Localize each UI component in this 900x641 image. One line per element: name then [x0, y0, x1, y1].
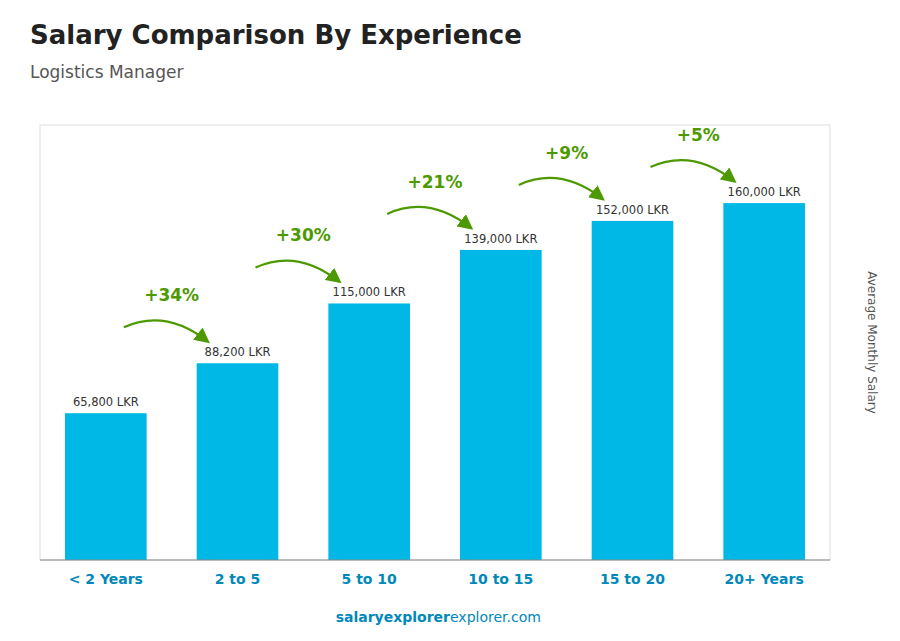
- data-label: 115,000 LKR: [333, 285, 406, 299]
- bar: [328, 303, 410, 560]
- bar: [197, 363, 279, 560]
- bar: [723, 203, 805, 560]
- x-tick-label: 5 to 10: [342, 571, 398, 587]
- annotation: +21%: [408, 172, 463, 192]
- bars: [65, 203, 805, 560]
- x-tick-label: 20+ Years: [725, 571, 804, 587]
- data-label: 152,000 LKR: [596, 203, 669, 217]
- data-label: 65,800 LKR: [73, 395, 139, 409]
- annotation: +34%: [144, 285, 199, 305]
- y-axis-label: Average Monthly Salary: [865, 271, 879, 414]
- growth-arrow: [519, 178, 603, 199]
- bar: [65, 413, 147, 560]
- annotation: +30%: [276, 225, 331, 245]
- x-tick-label: 2 to 5: [215, 571, 261, 587]
- data-label: 139,000 LKR: [464, 232, 537, 246]
- growth-arrow: [124, 320, 208, 341]
- footer: explorer.com: [450, 609, 541, 625]
- subtitle: Logistics Manager: [30, 62, 183, 82]
- footer: salaryexplorer: [336, 609, 450, 625]
- bar: [460, 250, 542, 560]
- bar: [592, 221, 674, 560]
- chart: Salary Comparison By Experience Logistics…: [0, 0, 900, 641]
- x-tick-label: 10 to 15: [468, 571, 533, 587]
- annotation: +5%: [677, 125, 720, 145]
- growth-arrow: [651, 160, 735, 181]
- annotation: +9%: [545, 143, 588, 163]
- x-tick-label: < 2 Years: [69, 571, 143, 587]
- x-axis-line: [40, 560, 830, 561]
- data-label: 160,000 LKR: [728, 185, 801, 199]
- growth-arrow: [387, 207, 471, 228]
- growth-arrow: [256, 261, 340, 282]
- x-tick-label: 15 to 20: [600, 571, 665, 587]
- plot-frame: [40, 125, 830, 560]
- data-label: 88,200 LKR: [205, 345, 271, 359]
- title: Salary Comparison By Experience: [30, 20, 522, 50]
